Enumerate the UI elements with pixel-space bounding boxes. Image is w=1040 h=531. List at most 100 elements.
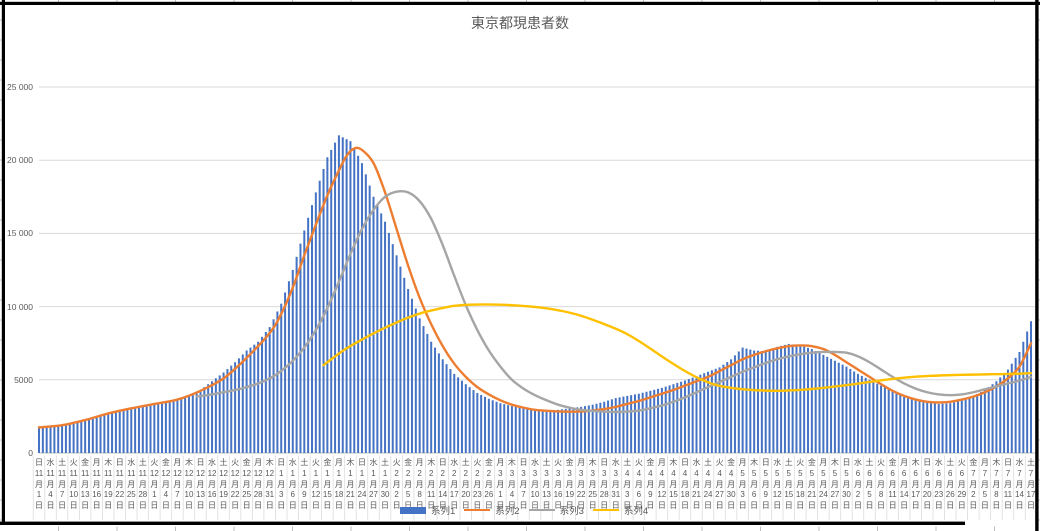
chart-title[interactable]: 東京都現患者数 xyxy=(471,15,569,31)
line-series3[interactable] xyxy=(195,189,1033,414)
x-axis-label: 木 2 月 11 日 xyxy=(427,458,436,511)
x-axis-label: 水 2 月 17 日 xyxy=(449,458,459,511)
x-axis-label: 日 11 月 1 日 xyxy=(34,458,44,511)
x-axis-label: 火 6 月 29 日 xyxy=(957,458,967,511)
legend-label: 系列3 xyxy=(559,506,584,517)
x-axis-label: 月2月8日 xyxy=(415,458,424,510)
x-axis-label: 土 1 月 30 日 xyxy=(380,458,390,511)
legend-item-series4[interactable]: 系列4 xyxy=(592,503,648,517)
x-axis-label: 日 4 月 18 日 xyxy=(680,458,690,511)
x-axis-label: 日 1 月 24 日 xyxy=(357,458,367,511)
legend-item-series2[interactable]: 系列2 xyxy=(464,503,520,517)
y-axis-label: 25 000 xyxy=(7,82,33,92)
x-axis-label: 日 3 月 28 日 xyxy=(599,458,609,511)
legend-label: 系列1 xyxy=(431,506,456,517)
x-axis-label: 木 6 月 17 日 xyxy=(911,458,921,511)
x-axis-label: 木 5 月 27 日 xyxy=(830,458,840,511)
x-axis-label: 水 7 月 14 日 xyxy=(1015,458,1024,511)
x-axis-label: 金2月5日 xyxy=(404,458,413,510)
line-swatch-icon xyxy=(464,508,491,512)
x-axis-label: 木 3 月 25 日 xyxy=(588,458,598,511)
x-axis-label: 土 6 月 26 日 xyxy=(945,458,955,511)
y-axis-label: 5000 xyxy=(14,374,33,385)
x-axis-label: 土 7 月 17 日 xyxy=(1026,458,1036,511)
x-axis-label: 月 4 月 12 日 xyxy=(657,458,667,511)
x-axis-label: 木 12 月 10 日 xyxy=(184,458,194,511)
x-axis-label: 水 3 月 31 日 xyxy=(611,458,621,511)
x-axis-label: 水 1 月 27 日 xyxy=(369,458,378,511)
x-axis-label: 木 12 月 31 日 xyxy=(265,458,275,511)
x-axis-label: 月 6 月 14 日 xyxy=(899,458,909,511)
line-series4[interactable] xyxy=(322,303,1033,392)
legend[interactable]: 系列1 系列2 系列3 系列4 xyxy=(400,503,657,517)
x-axis-label: 金 1 月 15 日 xyxy=(322,458,332,511)
y-axis-label: 0 xyxy=(28,448,33,458)
x-axis-label: 金 12 月 4 日 xyxy=(161,458,171,511)
x-axis-label: 土 2 月 20 日 xyxy=(461,458,471,511)
y-axis-label: 15 000 xyxy=(7,228,33,239)
x-axis-label: 月 12 月 28 日 xyxy=(253,458,263,511)
x-axis-label: 土 5 月 15 日 xyxy=(784,458,794,511)
x-axis-label: 日 7 月 11 日 xyxy=(1003,458,1013,511)
x-axis-label: 日 12 月 13 日 xyxy=(196,458,205,511)
x-axis-label: 水 6 月 23 日 xyxy=(934,458,944,511)
legend-label: 系列2 xyxy=(495,506,520,517)
x-axis-label: 火 2 月 23 日 xyxy=(472,458,482,511)
x-axis-label: 火 5 月 18 日 xyxy=(795,458,805,511)
x-axis-label: 土 11 月 7 日 xyxy=(57,458,67,511)
x-axis-label: 土 11 月 28 日 xyxy=(138,458,148,511)
legend-item-series3[interactable]: 系列3 xyxy=(528,503,584,517)
x-axis-label: 水 11 月 4 日 xyxy=(46,458,55,511)
x-axis-label: 月 1 月 18 日 xyxy=(334,458,344,511)
bar-swatch-icon xyxy=(400,506,426,514)
y-axis-label: 20 000 xyxy=(7,155,33,166)
y-axis-label: 10 000 xyxy=(7,301,33,312)
x-axis-label: 火 4 月 27 日 xyxy=(715,458,725,511)
line-swatch-icon xyxy=(528,508,555,512)
bars-series1[interactable] xyxy=(38,135,1033,454)
x-axis-label: 金 12 月 25 日 xyxy=(242,458,252,511)
x-axis-label: 金 3 月 19 日 xyxy=(565,458,575,511)
x-axis-label: 月 12 月 7 日 xyxy=(172,458,182,511)
legend-item-series1[interactable]: 系列1 xyxy=(400,503,455,517)
x-axis-label: 火 11 月 10 日 xyxy=(69,458,79,511)
line-swatch-icon xyxy=(592,508,619,512)
x-axis-label: 火 3 月 16 日 xyxy=(553,458,563,511)
x-axis-label: 金 2 月 26 日 xyxy=(484,458,494,511)
x-axis-label: 金 5 月 21 日 xyxy=(807,458,817,511)
x-axis-label: 土 4 月 24 日 xyxy=(703,458,713,511)
x-axis-label: 土 12 月 19 日 xyxy=(219,458,228,511)
x-axis-label: 金 6 月 11 日 xyxy=(888,458,897,511)
x-axis-label: 水 4 月 21 日 xyxy=(692,458,701,511)
x-axis-label: 木 1 月 21 日 xyxy=(345,458,355,511)
x-axis-label: 水 11 月 25 日 xyxy=(126,458,136,511)
x-axis-label: 水 12 月 16 日 xyxy=(207,458,217,511)
line-series2[interactable] xyxy=(37,146,1033,429)
x-axis-label: 土 3 月 13 日 xyxy=(542,458,551,511)
x-axis-label: 日 6 月 20 日 xyxy=(922,458,932,511)
x-axis-label: 月 11 月 16 日 xyxy=(92,458,102,511)
x-axis-label: 金 4 月 30 日 xyxy=(726,458,736,511)
x-axis-label: 水 3 月 10 日 xyxy=(530,458,540,511)
x-axis-label: 金 11 月 13 日 xyxy=(80,458,90,511)
